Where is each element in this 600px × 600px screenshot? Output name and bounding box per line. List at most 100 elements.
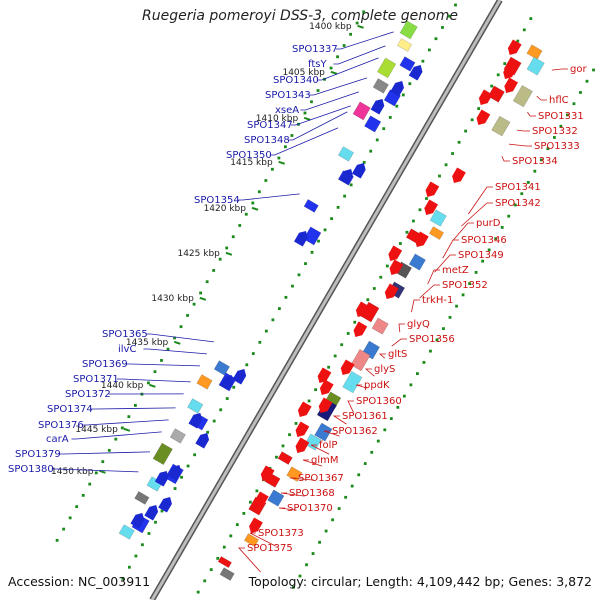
track-dot [366,298,370,302]
right-gene-label: ppdK [364,380,390,391]
gene-arrow-shape [353,321,368,337]
track-dot [353,320,357,324]
track-dot [248,500,252,504]
track-dot [412,219,415,223]
right-gene-label: glyQ [407,319,430,330]
left-gene-label: carA [46,434,69,445]
gene-arrow-reverse [295,421,310,437]
gene-block [399,20,418,40]
track-dot [362,160,366,164]
track-dot [376,439,380,443]
track-dot [179,325,183,329]
track-dot [275,455,278,459]
left-gene-label: SPO1379 [15,449,61,460]
gene-arrow-shape [295,421,310,437]
track-dot [470,118,474,122]
gene-feature-right [428,226,445,240]
right-gene-leader [461,202,493,227]
track-dot [455,304,458,308]
gene-arrow-shape [415,231,429,248]
accession-label: Accession: NC_003911 [8,574,151,589]
track-dot [438,174,441,178]
gene-block [352,101,371,121]
right-gene-leader [452,222,474,241]
gene-feature-right [267,489,285,507]
track-dot [304,262,307,266]
gene-block [512,84,533,108]
track-dot [385,264,389,268]
gene-feature-right [491,115,511,137]
track-dot [496,73,500,77]
left-gene-leader [58,451,151,455]
track-dot [160,509,164,513]
right-gene-label: SPO1373 [258,528,304,539]
gene-arrow-reverse [478,89,493,105]
left-gene-label: SPO1347 [247,120,293,131]
right-gene-label: glmM [311,455,339,466]
tick-tracks [55,3,595,594]
left-gene-labels: SPO1337 ftsY SPO1340 SPO1343 xseA SPO1347 SPO1… [8,31,394,475]
track-dot [369,149,373,153]
kbp-tick-mark [278,160,285,165]
gene-arrow-shape [294,230,308,247]
gene-arrow-reverse [260,465,275,481]
left-gene-leader [287,111,348,141]
gene-feature-right [371,317,389,335]
track-dot [559,124,563,128]
track-dot [206,430,210,434]
track-dot [193,453,197,457]
gene-block [134,491,150,505]
right-gene-leader [508,143,532,147]
left-gene-leader [316,57,379,81]
track-dot [337,507,341,510]
gene-arrow-reverse [353,321,368,337]
track-dot [251,201,255,205]
track-dot [454,3,457,7]
track-dot [552,136,556,139]
gene-block [303,226,322,246]
gene-feature-left [118,524,135,540]
kbp-tick-label: 1405 kbp [282,68,325,78]
gene-feature-left [196,374,213,390]
track-dot [592,68,595,72]
kbp-tick-label: 1430 kbp [151,294,194,304]
gene-block [277,451,293,465]
track-dot [468,282,471,286]
track-dot [402,394,406,398]
track-dot [444,163,448,167]
gene-arrow-forward [408,65,423,81]
track-dot [232,385,236,389]
gene-arrow-shape [219,375,234,391]
track-dot [310,250,314,254]
gene-arrow-forward [219,375,234,391]
track-dot [344,495,348,499]
track-dot [209,568,213,572]
gene-arrow-reverse [507,39,522,55]
kbp-tick-label: 1450 kbp [51,467,94,477]
right-gene-leader [501,155,510,162]
right-gene-leader [289,477,315,481]
right-gene-leader [467,186,493,215]
right-gene-leader [364,368,375,377]
kbp-tick-label: 1420 kbp [204,204,247,214]
track-dot [101,460,105,464]
track-dot [153,370,157,374]
gene-feature-right [277,451,293,465]
gene-block [428,226,445,240]
gene-arrow-shape [390,81,404,97]
right-gene-label: trkH-1 [422,295,453,306]
gene-feature-left [169,428,186,444]
right-gene-leader [278,507,297,511]
track-dot [114,437,118,441]
track-dot [418,208,422,212]
track-dot [81,493,85,497]
gene-arrow-shape [408,65,423,81]
track-dot [389,417,393,420]
kbp-tick-mark [251,206,259,211]
track-dot [396,405,400,409]
track-dot [579,91,582,94]
track-dot [357,473,361,477]
right-gene-label: SPO1360 [356,396,402,407]
track-dot [349,32,353,36]
left-gene-label: ilvC [118,344,136,355]
